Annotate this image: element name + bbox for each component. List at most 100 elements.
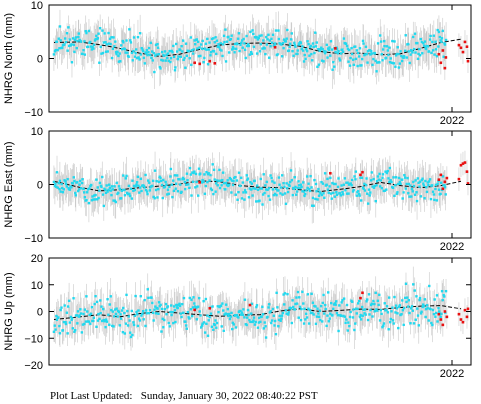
- data-point: [141, 48, 144, 51]
- data-point: [83, 53, 87, 56]
- data-point: [349, 310, 352, 314]
- data-point: [380, 312, 383, 316]
- data-point: [373, 184, 377, 188]
- data-point: [158, 304, 161, 308]
- data-point: [299, 318, 303, 322]
- data-point: [314, 182, 318, 186]
- data-point: [339, 314, 343, 318]
- data-point: [286, 190, 290, 194]
- data-point-red: [457, 177, 461, 181]
- data-point: [53, 324, 56, 327]
- data-point: [125, 39, 128, 42]
- data-point: [316, 198, 319, 201]
- data-point: [334, 182, 337, 186]
- data-point: [356, 64, 359, 68]
- y-tick-label: −10: [24, 333, 43, 345]
- data-point: [416, 307, 419, 310]
- data-point: [303, 307, 306, 310]
- data-point: [317, 63, 321, 66]
- data-point: [204, 297, 208, 301]
- data-point: [85, 191, 89, 194]
- data-point: [385, 45, 389, 48]
- data-point: [354, 322, 357, 325]
- data-point: [147, 296, 150, 300]
- data-point: [202, 321, 206, 324]
- data-point: [215, 52, 218, 56]
- data-point: [274, 319, 277, 323]
- data-point: [324, 303, 327, 307]
- data-point: [145, 312, 149, 315]
- data-point: [62, 188, 66, 191]
- data-point: [310, 52, 313, 56]
- data-point: [286, 292, 289, 296]
- data-point: [214, 36, 217, 39]
- data-point: [441, 29, 444, 33]
- data-point: [358, 47, 362, 50]
- data-point: [77, 189, 80, 193]
- data-point: [129, 335, 133, 339]
- data-point: [328, 46, 331, 49]
- data-point: [427, 319, 430, 322]
- data-point: [411, 309, 415, 312]
- data-point: [273, 181, 276, 184]
- data-point: [68, 38, 71, 41]
- data-point: [336, 185, 340, 189]
- data-point: [239, 43, 242, 47]
- data-point: [372, 57, 375, 61]
- data-point: [275, 193, 278, 197]
- data-point: [378, 293, 381, 297]
- data-point: [79, 40, 83, 43]
- data-point: [224, 312, 227, 315]
- data-point: [239, 309, 242, 313]
- data-point: [262, 327, 266, 330]
- data-point: [117, 54, 120, 58]
- data-point: [358, 192, 361, 196]
- data-point: [71, 327, 74, 330]
- data-point: [219, 42, 222, 45]
- data-point: [314, 322, 318, 326]
- data-point: [387, 328, 390, 331]
- data-point: [188, 57, 191, 60]
- data-point: [333, 195, 337, 198]
- data-point: [330, 301, 333, 305]
- data-point: [341, 48, 344, 51]
- data-point: [131, 333, 134, 337]
- data-point: [231, 183, 235, 187]
- data-point: [443, 186, 447, 189]
- data-point: [350, 184, 353, 187]
- data-point: [107, 42, 111, 45]
- data-point: [386, 311, 390, 314]
- data-point: [83, 322, 86, 326]
- trend-line: [53, 180, 462, 193]
- data-point: [145, 49, 149, 52]
- data-point: [418, 185, 421, 188]
- data-point: [138, 186, 142, 189]
- data-point: [377, 303, 380, 307]
- data-point: [156, 196, 159, 199]
- data-point: [92, 198, 95, 201]
- data-point: [432, 193, 436, 196]
- data-point: [289, 38, 293, 41]
- data-point: [354, 178, 357, 181]
- data-point: [341, 193, 345, 196]
- data-point: [248, 53, 251, 56]
- data-point: [271, 188, 275, 191]
- data-point: [233, 51, 236, 54]
- data-point: [301, 290, 304, 294]
- data-point: [197, 55, 201, 58]
- data-point: [147, 50, 150, 54]
- data-point: [112, 36, 115, 39]
- data-point: [302, 181, 305, 184]
- data-point: [120, 48, 124, 51]
- data-point: [231, 321, 235, 325]
- data-point: [333, 302, 337, 305]
- data-point: [221, 171, 225, 174]
- data-point: [309, 174, 312, 178]
- data-point: [68, 188, 72, 191]
- data-point: [183, 56, 186, 60]
- data-point: [403, 306, 406, 310]
- data-point: [417, 181, 420, 185]
- data-point: [213, 178, 216, 181]
- data-point: [136, 35, 140, 39]
- data-point: [322, 312, 326, 315]
